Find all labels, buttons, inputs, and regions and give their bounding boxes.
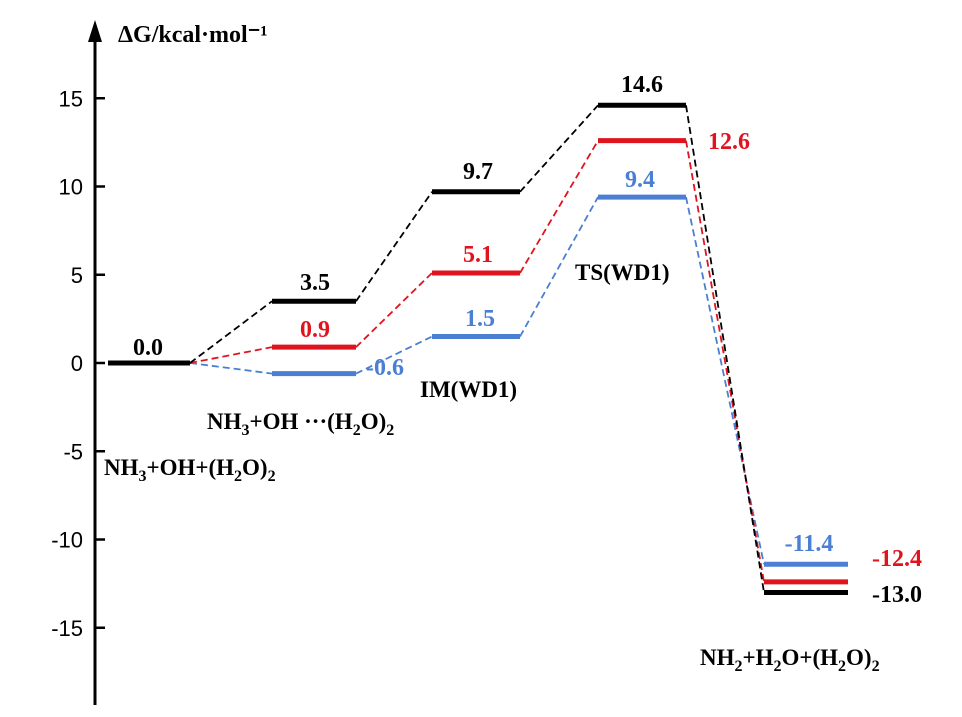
- species-label-2: IM(WD1): [420, 377, 517, 402]
- connector-black-0: [189, 300, 273, 364]
- connector-black-1: [355, 191, 433, 302]
- value-label-red-1: 0.9: [300, 317, 330, 343]
- y-tick-label: 0: [71, 351, 83, 376]
- connector-red-2: [519, 140, 599, 274]
- connector-lines: [189, 104, 765, 593]
- y-tick-label: 5: [71, 263, 83, 288]
- value-label-black-4: -13.0: [872, 582, 922, 608]
- y-tick-label: -5: [63, 439, 83, 464]
- value-label-blue-3: 9.4: [625, 167, 655, 193]
- value-label-black-0: 0.0: [133, 335, 163, 361]
- y-axis-label: ΔG/kcal·mol⁻¹: [118, 22, 268, 48]
- value-label-blue-4: -11.4: [785, 531, 834, 557]
- energy-levels: [108, 102, 848, 595]
- y-tick-label: -15: [51, 616, 83, 641]
- connector-blue-3: [685, 196, 765, 565]
- y-axis-arrowhead: [88, 20, 102, 42]
- connector-blue-0: [189, 362, 273, 375]
- connector-black-2: [519, 104, 599, 193]
- value-labels: 0.0 3.5 9.7 14.6 -13.0 0.9 5.1 12.6 -12.4 -0.6 1.5…: [133, 72, 922, 608]
- connector-blue-2: [519, 196, 599, 337]
- connector-blue-1: [355, 335, 433, 375]
- y-tick-label: 10: [59, 175, 83, 200]
- species-label-4: NH2+H2O+(H2O)2: [700, 645, 880, 675]
- value-label-red-2: 5.1: [463, 242, 493, 268]
- species-label-0: NH3+OH+(H2O)2: [104, 455, 276, 485]
- value-label-red-3: 12.6: [708, 129, 750, 155]
- value-label-black-3: 14.6: [621, 72, 663, 98]
- value-label-blue-1: -0.6: [366, 355, 404, 381]
- value-label-red-4: -12.4: [872, 546, 922, 572]
- value-label-black-2: 9.7: [463, 159, 493, 185]
- y-tick-label: -10: [51, 528, 83, 553]
- connector-black-3: [685, 105, 765, 593]
- value-label-black-1: 3.5: [300, 270, 330, 296]
- species-labels: NH3+OH+(H2O)2 NH3+OH ···(H2O)2 IM(WD1) TS(W…: [104, 260, 880, 675]
- value-label-blue-2: 1.5: [465, 306, 495, 332]
- species-label-3: TS(WD1): [575, 260, 670, 285]
- y-axis: 15 10 5 0 -5 -10 -15: [51, 20, 105, 705]
- species-label-1: NH3+OH ···(H2O)2: [207, 409, 394, 439]
- connector-red-1: [355, 272, 433, 348]
- connector-red-3: [685, 140, 765, 583]
- y-tick-label: 15: [59, 86, 83, 111]
- connector-red-0: [189, 346, 273, 364]
